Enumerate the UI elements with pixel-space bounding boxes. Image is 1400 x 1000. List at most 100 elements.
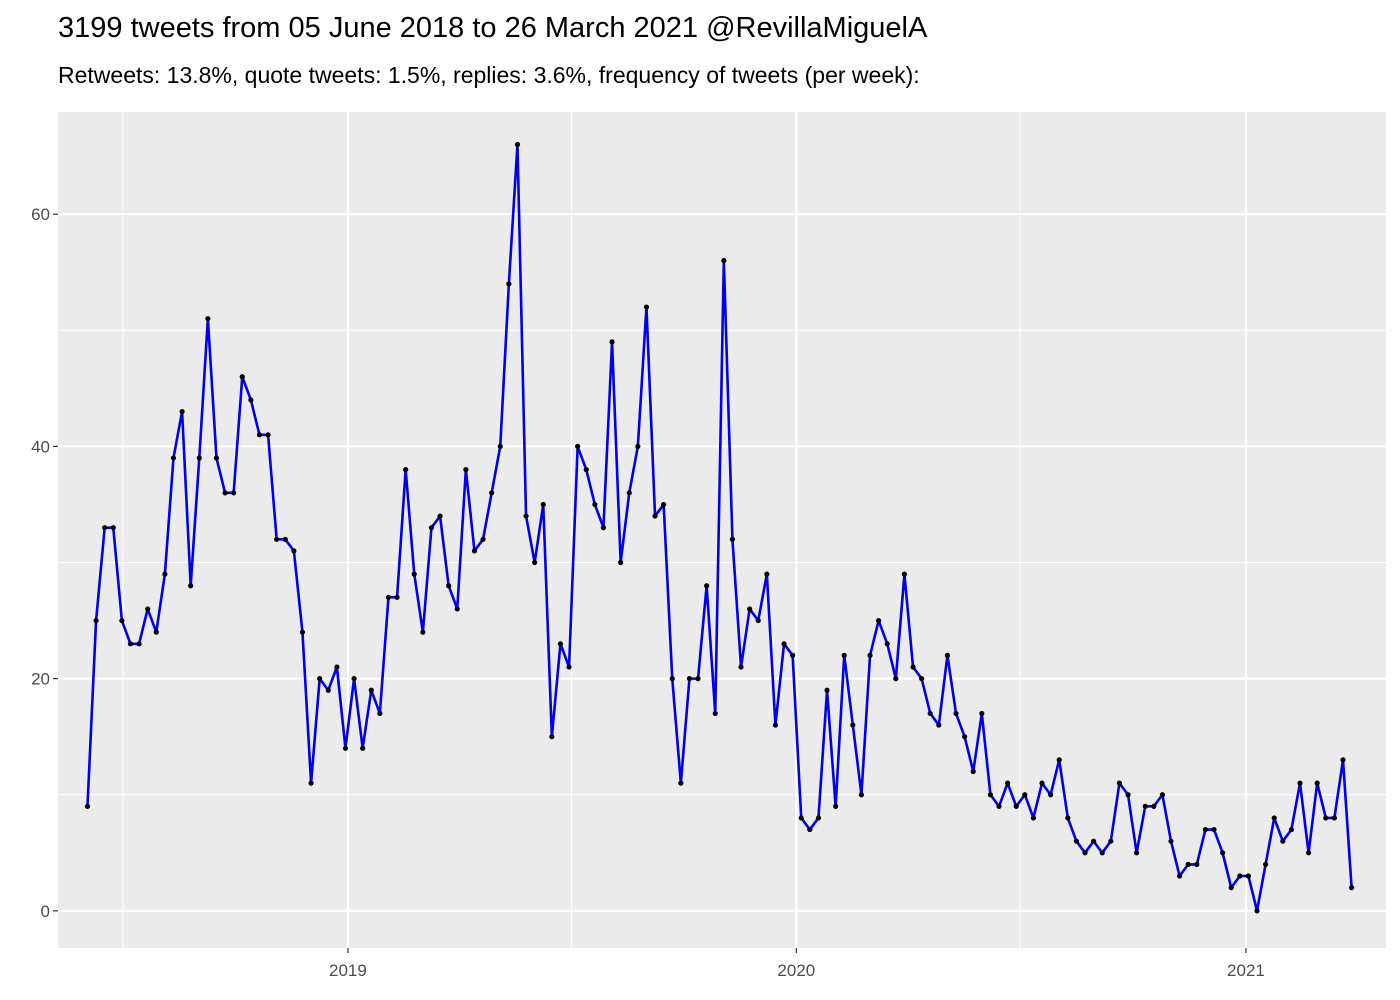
data-point xyxy=(1022,792,1028,798)
data-point xyxy=(678,780,684,786)
chart-title: 3199 tweets from 05 June 2018 to 26 Marc… xyxy=(58,12,928,44)
plot-panel xyxy=(58,112,1386,948)
data-point xyxy=(1194,861,1200,868)
data-point xyxy=(170,455,177,461)
data-point xyxy=(858,792,865,798)
data-point xyxy=(385,594,392,600)
data-point xyxy=(239,374,245,380)
data-point xyxy=(514,141,521,148)
data-point xyxy=(635,443,641,449)
data-point xyxy=(377,710,383,717)
data-point xyxy=(1331,815,1337,821)
data-point xyxy=(893,676,899,682)
data-point xyxy=(463,467,469,473)
data-point xyxy=(1349,885,1355,891)
data-point xyxy=(532,559,538,566)
data-point xyxy=(557,641,564,647)
data-point xyxy=(231,490,237,496)
data-point xyxy=(798,815,804,821)
axes: 0 20 40 60 2019 2020 2021 xyxy=(31,205,1265,980)
data-point xyxy=(1134,850,1140,856)
data-point xyxy=(248,397,254,403)
data-point xyxy=(790,652,796,659)
data-point xyxy=(188,583,194,589)
data-point xyxy=(876,617,882,624)
data-point xyxy=(93,617,99,624)
data-point xyxy=(1263,861,1269,868)
x-tick-label: 2021 xyxy=(1227,961,1265,980)
x-tick-label: 2019 xyxy=(329,961,367,980)
data-point xyxy=(600,525,607,531)
data-point xyxy=(317,676,323,682)
series-line xyxy=(86,143,1353,913)
data-point xyxy=(1159,792,1166,798)
data-point xyxy=(970,768,976,775)
data-point xyxy=(136,641,142,647)
data-point xyxy=(1056,757,1062,763)
data-point xyxy=(738,664,744,670)
data-point xyxy=(1314,780,1320,786)
data-point xyxy=(962,734,968,740)
data-point xyxy=(1073,838,1080,844)
data-point xyxy=(1228,885,1234,891)
data-point xyxy=(729,536,736,542)
data-point xyxy=(807,826,813,833)
data-point xyxy=(575,443,581,449)
x-tick-label: 2020 xyxy=(777,961,815,980)
data-point xyxy=(643,304,650,310)
data-point xyxy=(523,513,529,519)
data-point xyxy=(747,606,753,612)
data-point xyxy=(1323,815,1329,821)
data-point xyxy=(661,501,667,508)
data-point xyxy=(996,803,1002,809)
data-point xyxy=(1340,757,1346,763)
data-point xyxy=(1082,850,1088,856)
data-point xyxy=(1220,850,1226,856)
data-point xyxy=(841,652,847,659)
data-point xyxy=(987,792,994,798)
data-point xyxy=(342,745,349,751)
data-point xyxy=(428,525,435,531)
data-point xyxy=(1245,873,1252,879)
data-point xyxy=(1013,803,1019,809)
data-point xyxy=(764,571,770,577)
data-point xyxy=(213,455,220,461)
data-point xyxy=(919,676,925,682)
data-point xyxy=(1030,815,1037,821)
data-point xyxy=(1125,792,1131,798)
data-point xyxy=(489,490,495,496)
y-tick-label: 20 xyxy=(31,670,50,689)
data-point xyxy=(867,652,873,659)
data-point xyxy=(1288,826,1295,833)
data-point xyxy=(162,571,168,577)
data-point xyxy=(446,583,452,589)
data-point xyxy=(437,513,443,519)
data-point xyxy=(403,467,409,473)
data-point xyxy=(1185,861,1191,868)
data-point xyxy=(1142,803,1148,809)
data-point xyxy=(979,710,985,717)
data-point xyxy=(454,606,460,612)
major-gridlines xyxy=(58,112,1386,948)
data-point xyxy=(351,676,357,682)
data-point xyxy=(1254,908,1260,914)
data-point xyxy=(944,652,951,659)
data-point xyxy=(411,571,417,577)
data-point xyxy=(1177,873,1183,879)
data-point xyxy=(772,722,779,728)
data-point xyxy=(583,467,589,473)
data-point xyxy=(1202,826,1209,833)
data-point xyxy=(1271,815,1277,821)
data-point xyxy=(84,803,91,809)
data-point xyxy=(1099,850,1105,856)
tweet-frequency-series xyxy=(84,141,1355,914)
data-point xyxy=(927,710,933,717)
data-point xyxy=(669,676,675,682)
y-tick-label: 40 xyxy=(31,437,50,456)
data-point xyxy=(549,734,555,740)
data-point xyxy=(274,536,280,542)
data-point xyxy=(506,281,512,287)
data-point xyxy=(145,606,151,612)
data-point xyxy=(1306,850,1312,856)
